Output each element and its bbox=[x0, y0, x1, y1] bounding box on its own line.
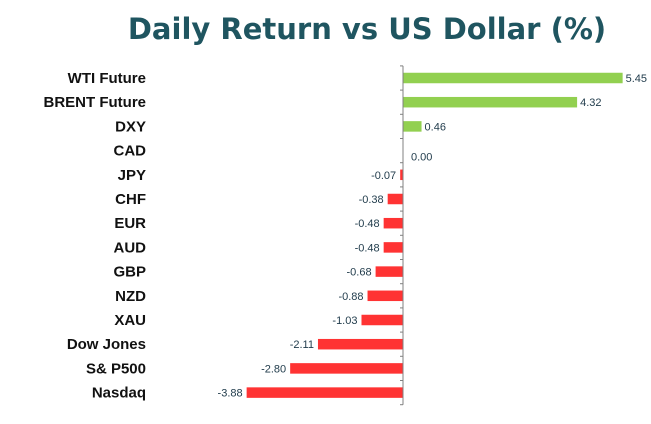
data-label: 0.00 bbox=[411, 152, 432, 164]
category-label: NZD bbox=[115, 288, 146, 305]
chart-title: Daily Return vs US Dollar (%) bbox=[127, 12, 607, 46]
data-label: 4.32 bbox=[580, 97, 601, 109]
category-label: BRENT Future bbox=[44, 94, 147, 111]
data-label: -0.48 bbox=[355, 218, 380, 230]
category-label: JPY bbox=[118, 167, 146, 184]
data-label: -3.88 bbox=[218, 388, 243, 400]
bar bbox=[383, 217, 403, 229]
category-label: WTI Future bbox=[68, 70, 146, 87]
bar bbox=[403, 96, 578, 108]
category-label: S& P500 bbox=[86, 360, 146, 377]
category-label: Dow Jones bbox=[67, 336, 146, 353]
bar bbox=[367, 290, 403, 302]
bar bbox=[246, 387, 403, 398]
bar bbox=[317, 338, 403, 350]
data-label: -2.80 bbox=[261, 363, 286, 375]
bar bbox=[290, 363, 403, 374]
bar bbox=[403, 121, 422, 132]
bar bbox=[383, 242, 403, 253]
bar bbox=[403, 72, 623, 84]
data-label: -0.48 bbox=[355, 242, 380, 254]
data-label: 5.45 bbox=[626, 73, 647, 85]
category-label: CAD bbox=[114, 143, 147, 160]
data-label: -1.03 bbox=[332, 315, 357, 327]
bar bbox=[400, 169, 403, 181]
category-label: Nasdaq bbox=[92, 385, 146, 402]
data-label: -0.68 bbox=[347, 267, 372, 279]
bar bbox=[387, 193, 403, 205]
data-label: 0.46 bbox=[425, 121, 446, 133]
category-label: AUD bbox=[114, 239, 147, 256]
bar bbox=[375, 266, 403, 277]
data-label: -2.11 bbox=[290, 339, 314, 351]
category-label: EUR bbox=[114, 215, 146, 232]
category-label: GBP bbox=[113, 264, 146, 281]
data-label: -0.88 bbox=[338, 291, 363, 303]
category-label: CHF bbox=[115, 191, 146, 208]
bar bbox=[361, 314, 403, 326]
category-label: XAU bbox=[114, 312, 146, 329]
data-label: -0.38 bbox=[359, 194, 384, 206]
category-label: DXY bbox=[115, 118, 146, 135]
data-label: -0.07 bbox=[371, 170, 396, 182]
